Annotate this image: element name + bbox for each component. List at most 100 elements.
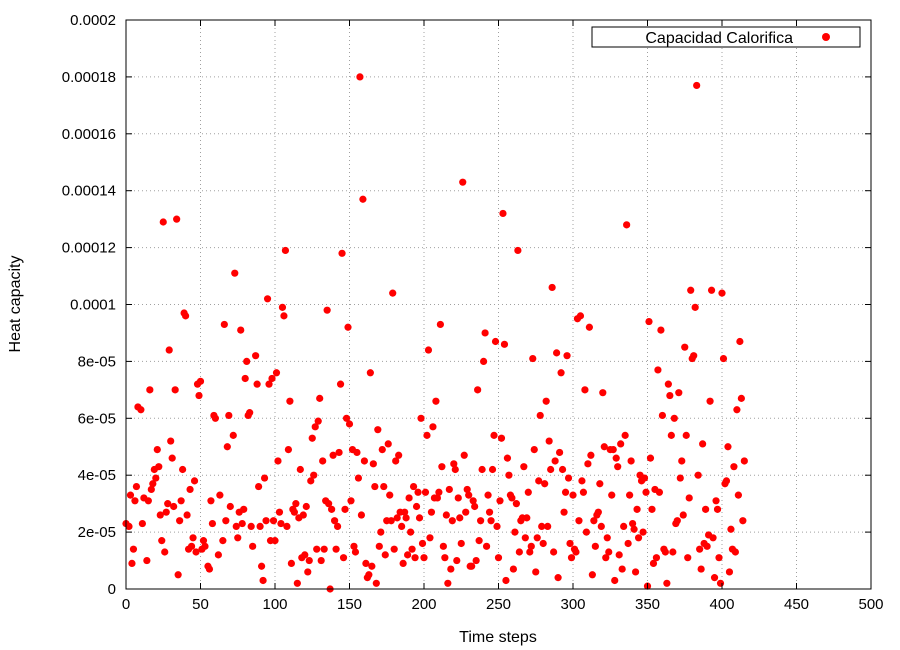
- data-point: [642, 488, 650, 496]
- data-point: [168, 454, 176, 462]
- data-point: [262, 517, 270, 525]
- data-point: [237, 326, 245, 334]
- y-tick-label: 8e-05: [78, 353, 116, 370]
- legend-box: [591, 26, 861, 48]
- data-point: [445, 485, 453, 494]
- data-point: [523, 514, 531, 522]
- data-point: [502, 576, 510, 585]
- data-point: [280, 312, 288, 320]
- data-point: [722, 477, 731, 485]
- data-point: [278, 303, 287, 311]
- data-point: [566, 539, 574, 548]
- data-point: [612, 454, 620, 462]
- data-point: [584, 460, 592, 468]
- data-point: [734, 491, 742, 499]
- data-point: [676, 474, 684, 482]
- data-point: [505, 471, 513, 479]
- data-point: [129, 545, 138, 553]
- data-point: [362, 559, 370, 567]
- data-point: [578, 477, 586, 485]
- data-point: [623, 221, 631, 229]
- data-point: [588, 571, 596, 579]
- data-point: [460, 451, 468, 459]
- data-point: [509, 565, 517, 573]
- data-point: [125, 522, 133, 531]
- data-point: [576, 312, 585, 320]
- data-point: [661, 548, 669, 556]
- data-point: [310, 471, 318, 479]
- data-point: [739, 517, 747, 525]
- data-point: [511, 528, 519, 536]
- data-point: [652, 554, 661, 562]
- data-point: [587, 451, 595, 459]
- data-point: [412, 502, 421, 511]
- data-point: [553, 349, 561, 357]
- data-point: [356, 73, 364, 81]
- data-point: [158, 537, 166, 545]
- data-point: [167, 437, 175, 445]
- data-point: [423, 431, 431, 439]
- data-point: [395, 451, 403, 459]
- data-point: [725, 568, 734, 576]
- data-point: [655, 488, 664, 496]
- data-point: [328, 505, 336, 513]
- data-point: [633, 505, 641, 513]
- data-point: [524, 488, 532, 496]
- data-point: [646, 454, 655, 462]
- data-point: [681, 343, 689, 351]
- data-point: [508, 494, 516, 502]
- data-point: [468, 562, 476, 570]
- legend-label: Capacidad Calorifica: [645, 30, 793, 47]
- data-point: [263, 295, 272, 303]
- data-point: [626, 491, 634, 499]
- data-point: [192, 548, 200, 556]
- data-point: [733, 406, 741, 414]
- x-tick-label: 0: [122, 596, 130, 613]
- data-point: [333, 522, 342, 531]
- data-point: [275, 508, 284, 516]
- data-point: [620, 522, 628, 531]
- data-point: [499, 209, 507, 218]
- data-point: [614, 463, 622, 471]
- data-point: [255, 482, 263, 491]
- data-point: [453, 556, 461, 565]
- data-point: [658, 411, 667, 420]
- data-point: [429, 423, 437, 431]
- data-point: [292, 500, 300, 508]
- data-point: [561, 488, 570, 496]
- data-point: [433, 494, 442, 502]
- data-point: [558, 465, 567, 474]
- data-point: [694, 471, 702, 479]
- data-point: [186, 485, 194, 494]
- data-point: [316, 394, 324, 402]
- data-point: [138, 519, 146, 528]
- data-point: [332, 545, 340, 553]
- data-points: [122, 73, 748, 593]
- x-tick-label: 450: [784, 596, 809, 613]
- data-point: [521, 534, 529, 542]
- data-point: [703, 542, 711, 550]
- y-tick-label: 0.0002: [70, 12, 116, 29]
- data-point: [357, 511, 366, 519]
- data-point: [387, 517, 395, 525]
- data-point: [605, 548, 613, 556]
- data-point: [512, 500, 520, 508]
- data-point: [415, 514, 424, 522]
- data-point: [214, 551, 222, 559]
- data-point: [617, 440, 625, 448]
- data-point: [487, 517, 495, 525]
- data-point: [225, 411, 233, 420]
- data-point: [377, 528, 385, 536]
- data-point: [405, 494, 413, 502]
- data-point: [156, 511, 164, 519]
- data-point: [645, 317, 653, 326]
- data-point: [427, 508, 436, 516]
- data-point: [190, 477, 199, 485]
- x-tick-label: 200: [411, 596, 436, 613]
- data-point: [196, 377, 205, 385]
- axis-ticks: 0 50 100 150 200 250 300 350 400 450 500 0 2e-05 4e-0…: [62, 12, 884, 613]
- data-point: [269, 517, 278, 525]
- data-point: [712, 497, 720, 505]
- data-point: [496, 497, 504, 505]
